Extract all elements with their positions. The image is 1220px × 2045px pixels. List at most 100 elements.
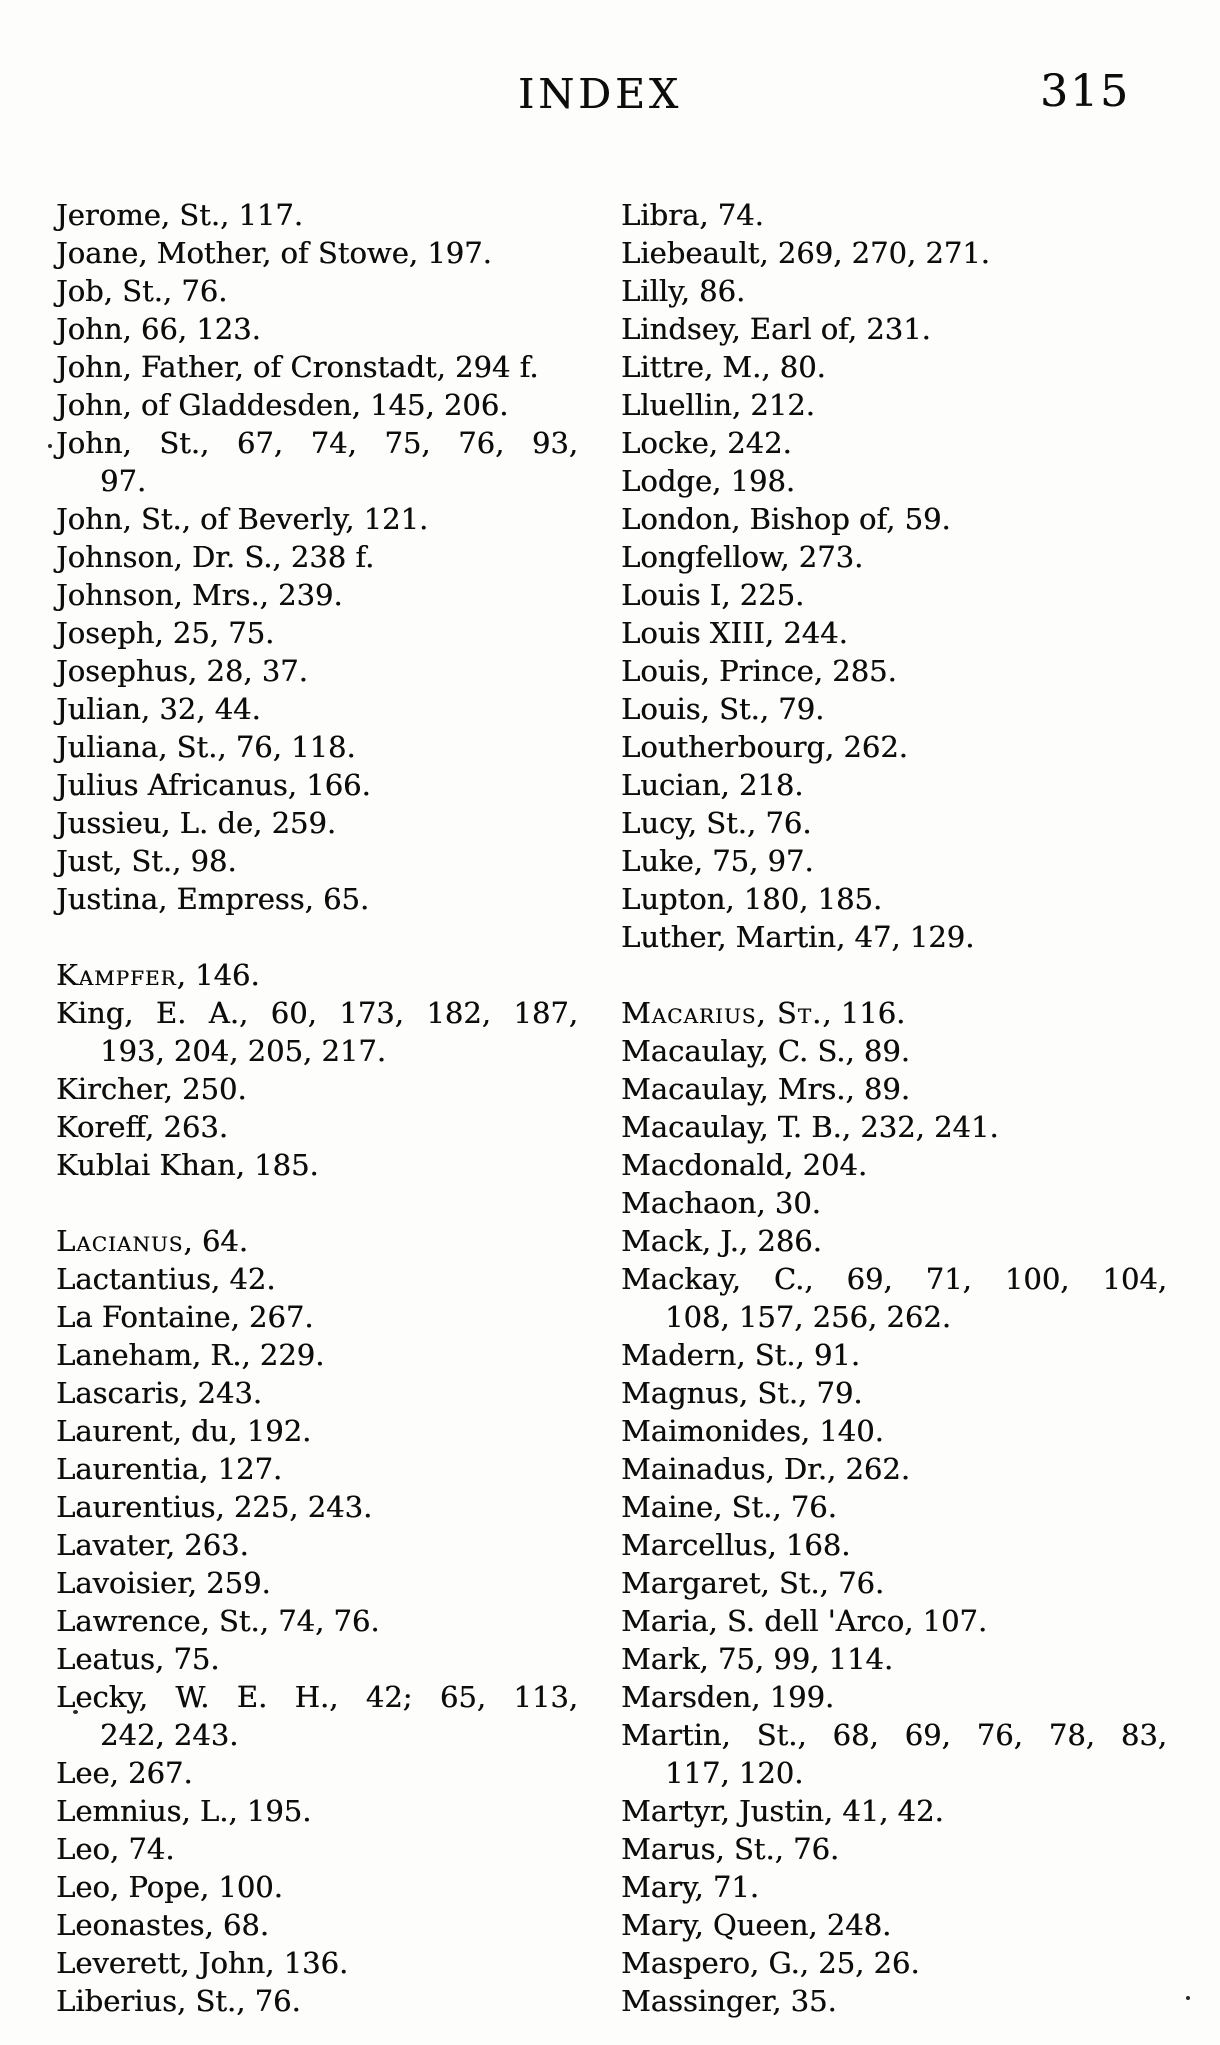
index-entry: Longfellow, 273.: [621, 538, 1167, 576]
index-entry-line: Leo, 74.: [56, 1832, 175, 1866]
index-entry-line: Joseph, 25, 75.: [56, 616, 275, 650]
index-entry: John, Father, of Cronstadt, 294 f.: [56, 348, 578, 386]
index-entry-continuation: 108, 157, 256, 262.: [665, 1300, 951, 1334]
index-entry: John, St., 67, 74, 75, 76, 93, 97.: [56, 424, 578, 500]
index-entry-line: John, Father, of Cronstadt, 294 f.: [56, 350, 539, 384]
index-entry: Lacianus, 64.: [56, 1222, 578, 1260]
index-entry: Lodge, 198.: [621, 462, 1167, 500]
index-entry: Mary, Queen, 248.: [621, 1906, 1167, 1944]
index-entry: Marcellus, 168.: [621, 1526, 1167, 1564]
index-entry: Liebeault, 269, 270, 271.: [621, 234, 1167, 272]
index-entry-line: Macaulay, C. S., 89.: [621, 1034, 910, 1068]
index-entry-line: Maimonides, 140.: [621, 1414, 884, 1448]
index-entry-line: Louis, St., 79.: [621, 692, 825, 726]
index-entry-line: Maria, S. dell 'Arco, 107.: [621, 1604, 988, 1638]
index-entry: Macdonald, 204.: [621, 1146, 1167, 1184]
index-entry: Lawrence, St., 74, 76.: [56, 1602, 578, 1640]
index-entry-line: Koreff, 263.: [56, 1110, 228, 1144]
index-entry: Just, St., 98.: [56, 842, 578, 880]
index-entry: John, St., of Beverly, 121.: [56, 500, 578, 538]
index-entry: London, Bishop of, 59.: [621, 500, 1167, 538]
index-entry: Job, St., 76.: [56, 272, 578, 310]
index-entry-line: Joane, Mother, of Stowe, 197.: [56, 236, 492, 270]
index-entry-line: Maspero, G., 25, 26.: [621, 1946, 920, 1980]
index-entry-line: John, of Gladdesden, 145, 206.: [56, 388, 509, 422]
index-entry: Luther, Martin, 47, 129.: [621, 918, 1167, 956]
index-entry-line: Liberius, St., 76.: [56, 1984, 301, 2018]
index-entry-line: Lactantius, 42.: [56, 1262, 276, 1296]
index-entry-line: Justina, Empress, 65.: [56, 882, 370, 916]
index-entry: Louis XIII, 244.: [621, 614, 1167, 652]
index-entry: Laurentius, 225, 243.: [56, 1488, 578, 1526]
index-entry-line: Mary, 71.: [621, 1870, 759, 1904]
index-entry: Maspero, G., 25, 26.: [621, 1944, 1167, 1982]
index-entry-line: Luther, Martin, 47, 129.: [621, 920, 975, 954]
index-entry-line: Just, St., 98.: [56, 844, 237, 878]
index-entry-line: Jerome, St., 117.: [56, 198, 303, 232]
index-entry-line: Magnus, St., 79.: [621, 1376, 863, 1410]
index-entry-line: Josephus, 28, 37.: [56, 654, 308, 688]
index-entry: Littre, M., 80.: [621, 348, 1167, 386]
index-entry-line: Margaret, St., 76.: [621, 1566, 885, 1600]
index-entry-line: Kublai Khan, 185.: [56, 1148, 319, 1182]
index-entry-line: Lawrence, St., 74, 76.: [56, 1604, 380, 1638]
index-entry: Lucian, 218.: [621, 766, 1167, 804]
index-entry-line: Marus, St., 76.: [621, 1832, 840, 1866]
index-entry: Marsden, 199.: [621, 1678, 1167, 1716]
index-entry-line: Machaon, 30.: [621, 1186, 821, 1220]
index-entry-line: Lodge, 198.: [621, 464, 796, 498]
index-entry: Louis I, 225.: [621, 576, 1167, 614]
index-entry-line: Lavoisier, 259.: [56, 1566, 271, 1600]
index-entry-line: Locke, 242.: [621, 426, 792, 460]
index-entry: Jussieu, L. de, 259.: [56, 804, 578, 842]
index-entry: Laurent, du, 192.: [56, 1412, 578, 1450]
index-entry-line: Macarius, St., 116.: [621, 996, 906, 1030]
index-entry-line: Leatus, 75.: [56, 1642, 220, 1676]
index-entry-line: Louis, Prince, 285.: [621, 654, 897, 688]
index-entry: Marus, St., 76.: [621, 1830, 1167, 1868]
index-entry: Lindsey, Earl of, 231.: [621, 310, 1167, 348]
index-entry-line: Maine, St., 76.: [621, 1490, 837, 1524]
index-entry-line: John, St., 67, 74, 75, 76, 93,: [56, 426, 578, 460]
index-entry: Machaon, 30.: [621, 1184, 1167, 1222]
index-entry-continuation: 117, 120.: [665, 1756, 804, 1790]
index-entry: Madern, St., 91.: [621, 1336, 1167, 1374]
index-entry-line: King, E. A., 60, 173, 182, 187,: [56, 996, 578, 1030]
index-entry: Mainadus, Dr., 262.: [621, 1450, 1167, 1488]
index-entry: Magnus, St., 79.: [621, 1374, 1167, 1412]
index-entry: La Fontaine, 267.: [56, 1298, 578, 1336]
index-entry-line: Louis XIII, 244.: [621, 616, 848, 650]
index-entry-line: Kampfer, 146.: [56, 958, 260, 992]
index-entry-line: Longfellow, 273.: [621, 540, 864, 574]
index-entry: Kircher, 250.: [56, 1070, 578, 1108]
index-entry-line: Madern, St., 91.: [621, 1338, 860, 1372]
index-entry: Johnson, Dr. S., 238 f.: [56, 538, 578, 576]
index-entry: Julius Africanus, 166.: [56, 766, 578, 804]
index-entry-line: Mackay, C., 69, 71, 100, 104,: [621, 1262, 1167, 1296]
index-entry: Locke, 242.: [621, 424, 1167, 462]
index-entry: King, E. A., 60, 173, 182, 187, 193, 204,…: [56, 994, 578, 1070]
index-entry-line: Lavater, 263.: [56, 1528, 249, 1562]
index-entry: Joane, Mother, of Stowe, 197.: [56, 234, 578, 272]
index-entry-line: Mainadus, Dr., 262.: [621, 1452, 910, 1486]
index-entry-line: Job, St., 76.: [56, 274, 228, 308]
index-entry-continuation: 97.: [100, 464, 147, 498]
index-entry-line: Julian, 32, 44.: [56, 692, 261, 726]
small-caps-lead: Lacianus: [56, 1224, 184, 1258]
index-entry: Maine, St., 76.: [621, 1488, 1167, 1526]
scan-speck: [48, 444, 52, 448]
index-entry-line: Mary, Queen, 248.: [621, 1908, 892, 1942]
index-entry: Laneham, R., 229.: [56, 1336, 578, 1374]
index-entry: Lucy, St., 76.: [621, 804, 1167, 842]
index-entry-line: London, Bishop of, 59.: [621, 502, 951, 536]
index-entry-line: Lascaris, 243.: [56, 1376, 262, 1410]
index-entry-line: Luke, 75, 97.: [621, 844, 814, 878]
index-entry: Lactantius, 42.: [56, 1260, 578, 1298]
index-entry: Justina, Empress, 65.: [56, 880, 578, 918]
index-entry-line: Leonastes, 68.: [56, 1908, 269, 1942]
index-entry-line: Lee, 267.: [56, 1756, 193, 1790]
index-entry: Maimonides, 140.: [621, 1412, 1167, 1450]
index-entry-line: Laurentia, 127.: [56, 1452, 283, 1486]
index-entry: Massinger, 35.: [621, 1982, 1167, 2020]
index-entry-line: Laurentius, 225, 243.: [56, 1490, 373, 1524]
